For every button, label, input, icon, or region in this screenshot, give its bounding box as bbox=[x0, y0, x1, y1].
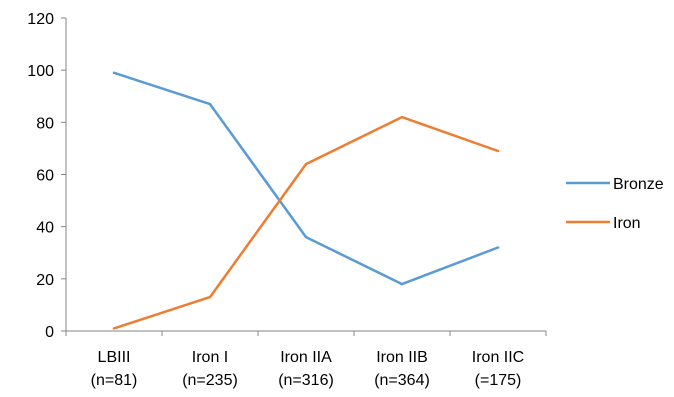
x-tick-label-line: (=175) bbox=[475, 372, 522, 389]
x-tick-label-line: Iron IIA bbox=[280, 349, 332, 366]
data-point-bronze bbox=[496, 246, 500, 249]
y-tick-label: 60 bbox=[36, 168, 54, 185]
x-axis: LBIII (n=81)Iron I (n=235)Iron IIA (n=316)I… bbox=[65, 330, 547, 389]
data-point-bronze bbox=[400, 282, 404, 286]
series-line-iron bbox=[112, 115, 500, 330]
data-point-bronze bbox=[304, 235, 308, 239]
x-tick-label-line: LBIII bbox=[98, 349, 131, 366]
data-point-bronze bbox=[112, 71, 116, 74]
data-point-iron bbox=[208, 295, 212, 299]
x-tick-label: Iron IIC (=175) bbox=[472, 349, 524, 389]
x-tick-label-line: (n=316) bbox=[278, 372, 334, 389]
x-tick-label-line: Iron IIB bbox=[376, 349, 428, 366]
x-tick-label-line: (n=81) bbox=[91, 372, 138, 389]
series-line-bronze bbox=[112, 71, 500, 286]
data-point-iron bbox=[400, 115, 404, 119]
series-layer bbox=[112, 71, 500, 330]
data-point-iron bbox=[304, 162, 308, 166]
y-tick-label: 20 bbox=[36, 272, 54, 289]
y-tick-label: 40 bbox=[36, 220, 54, 237]
y-tick-label: 0 bbox=[45, 324, 54, 341]
y-tick-label: 100 bbox=[27, 63, 54, 80]
x-tick-label: Iron IIA (n=316) bbox=[278, 349, 334, 389]
y-tick-label: 120 bbox=[27, 11, 54, 28]
x-tick-label-line: (n=364) bbox=[374, 372, 430, 389]
data-point-bronze bbox=[208, 102, 212, 106]
x-tick-label-line: (n=235) bbox=[182, 372, 238, 389]
y-axis: 0 20 40 60 80 100 120 bbox=[27, 11, 67, 341]
data-point-iron bbox=[112, 327, 116, 330]
x-tick-label: Iron I (n=235) bbox=[182, 349, 238, 389]
y-tick-label: 80 bbox=[36, 115, 54, 132]
x-tick-label: LBIII (n=81) bbox=[91, 349, 138, 389]
x-tick-label: Iron IIB (n=364) bbox=[374, 349, 430, 389]
data-point-iron bbox=[496, 149, 500, 153]
legend-label-bronze: Bronze bbox=[613, 176, 664, 193]
legend-label-iron: Iron bbox=[613, 215, 641, 232]
legend: Bronze Iron bbox=[566, 176, 664, 232]
x-tick-label-line: Iron IIC bbox=[472, 349, 524, 366]
x-tick-label-line: Iron I bbox=[192, 349, 228, 366]
